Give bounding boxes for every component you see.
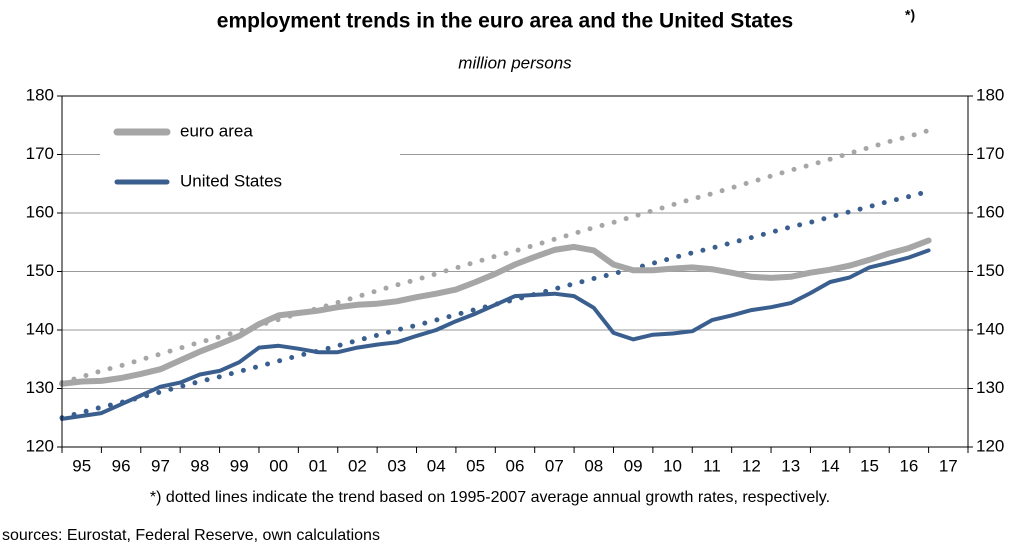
y2-tick-label: 130 <box>976 378 1004 397</box>
y-tick-label: 170 <box>26 144 54 163</box>
x-tick-label: 97 <box>151 456 170 475</box>
x-tick-label: 05 <box>466 456 485 475</box>
x-tick-label: 96 <box>112 456 131 475</box>
y-tick-label: 120 <box>26 436 54 455</box>
x-tick-label: 17 <box>939 456 958 475</box>
legend-label: euro area <box>180 121 253 140</box>
x-tick-label: 10 <box>663 456 682 475</box>
x-tick-label: 06 <box>506 456 525 475</box>
y2-tick-label: 160 <box>976 202 1004 221</box>
x-tick-label: 01 <box>309 456 328 475</box>
x-tick-label: 95 <box>72 456 91 475</box>
legend-label: United States <box>180 171 282 190</box>
x-tick-label: 16 <box>899 456 918 475</box>
y-tick-label: 180 <box>26 85 54 104</box>
series-line <box>59 237 932 387</box>
x-tick-label: 99 <box>230 456 249 475</box>
x-tick-label: 04 <box>427 456 446 475</box>
trend-line <box>59 128 932 386</box>
x-tick-label: 13 <box>781 456 800 475</box>
source: sources: Eurostat, Federal Reserve, own … <box>2 527 380 544</box>
x-tick-label: 00 <box>269 456 288 475</box>
y-tick-label: 160 <box>26 202 54 221</box>
x-tick-label: 08 <box>584 456 603 475</box>
x-tick-label: 12 <box>742 456 761 475</box>
x-tick-label: 07 <box>545 456 564 475</box>
chart-subtitle: million persons <box>458 53 572 72</box>
title-mark: *) <box>905 7 915 23</box>
x-tick-label: 02 <box>348 456 367 475</box>
y2-tick-label: 150 <box>976 261 1004 280</box>
y2-tick-label: 140 <box>976 319 1004 338</box>
x-tick-label: 14 <box>821 456 840 475</box>
x-tick-label: 03 <box>387 456 406 475</box>
x-tick-label: 15 <box>860 456 879 475</box>
y2-tick-label: 120 <box>976 436 1004 455</box>
y-tick-label: 130 <box>26 378 54 397</box>
y-tick-label: 140 <box>26 319 54 338</box>
x-tick-label: 11 <box>703 456 721 475</box>
x-tick-label: 09 <box>624 456 643 475</box>
x-tick-label: 98 <box>190 456 209 475</box>
footnote: *) dotted lines indicate the trend based… <box>150 489 830 506</box>
y-tick-label: 150 <box>26 261 54 280</box>
plot-border <box>61 95 969 448</box>
y2-tick-label: 180 <box>976 85 1004 104</box>
chart-title: employment trends in the euro area and t… <box>217 10 793 33</box>
y2-tick-label: 170 <box>976 144 1004 163</box>
legend-box <box>100 108 400 206</box>
series-line <box>60 248 931 421</box>
